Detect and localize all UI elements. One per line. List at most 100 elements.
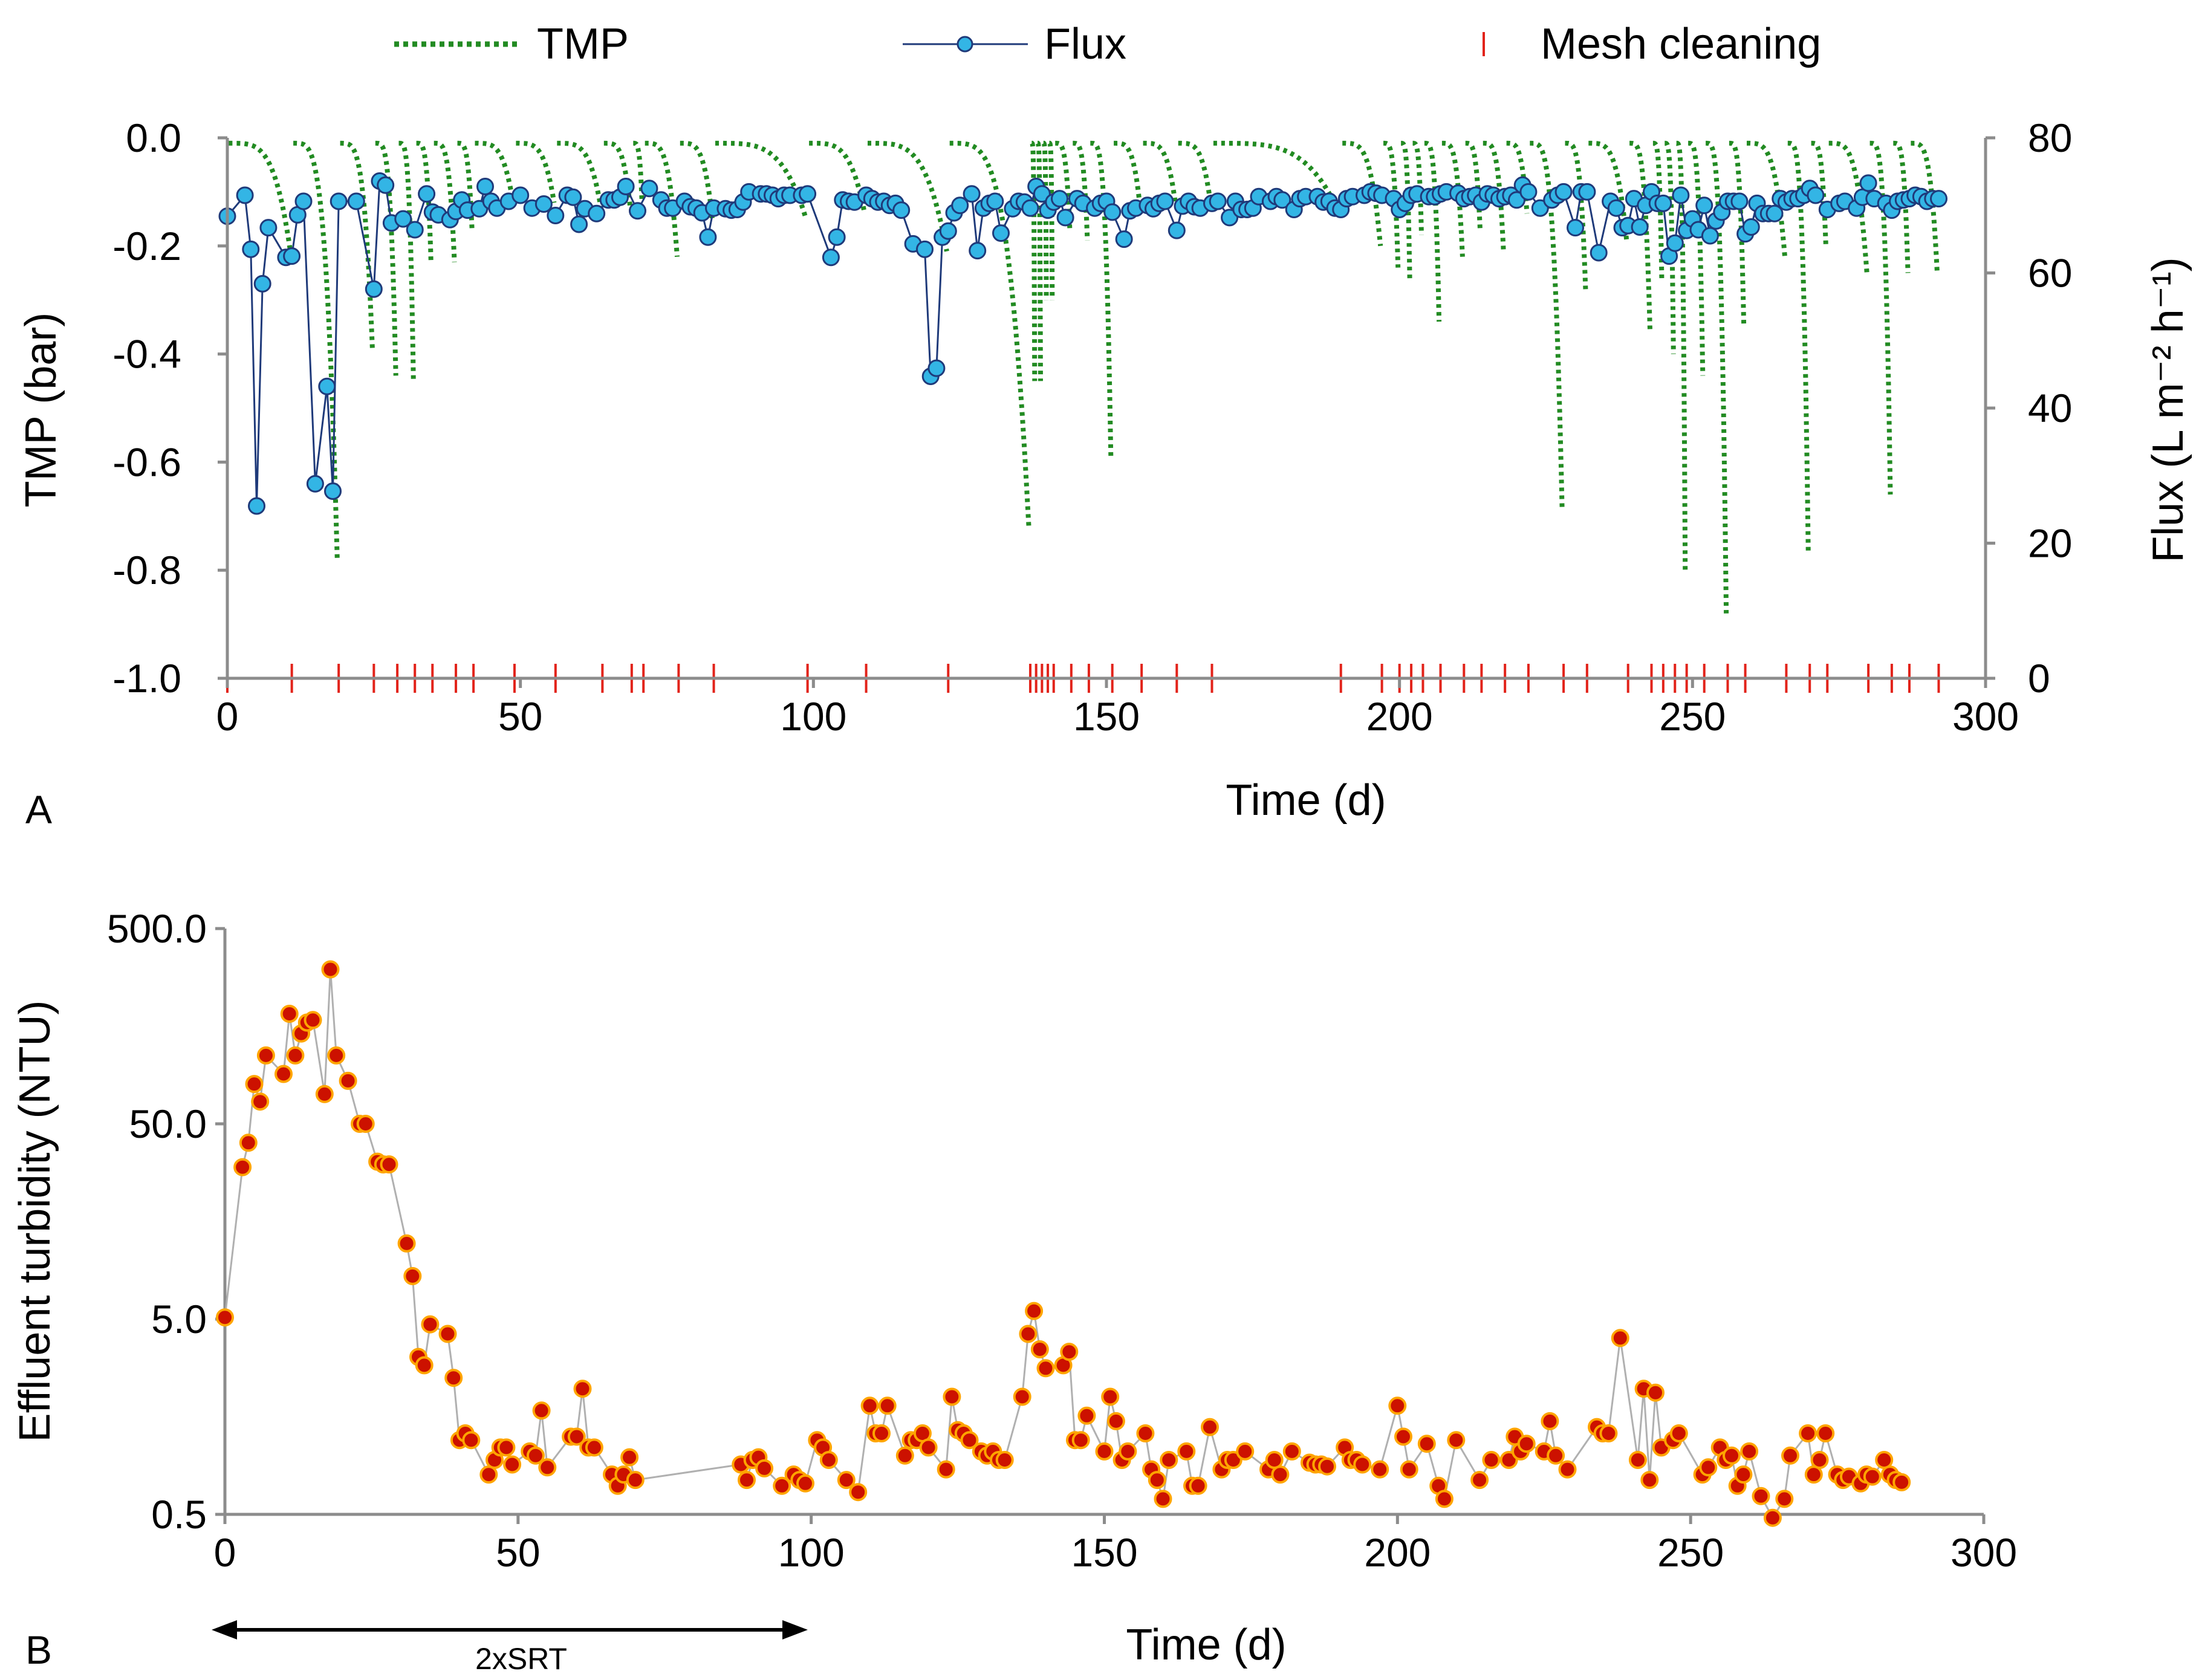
turbidity-point bbox=[995, 1451, 1014, 1469]
tmp-cycle bbox=[1042, 140, 1049, 300]
flux-point bbox=[1508, 191, 1525, 209]
flux-point bbox=[640, 180, 658, 198]
turbidity-point bbox=[245, 1075, 264, 1094]
srt-arrow-left bbox=[212, 1620, 237, 1639]
turbidity-point bbox=[1282, 1442, 1301, 1461]
turbidity-point bbox=[620, 1448, 639, 1467]
turbidity-point bbox=[567, 1427, 586, 1446]
flux-point bbox=[253, 274, 271, 293]
flux-point bbox=[1021, 199, 1039, 217]
tmp-cycle bbox=[1213, 140, 1342, 215]
turbidity-point bbox=[1799, 1424, 1817, 1442]
turbidity-point bbox=[256, 1046, 275, 1065]
flux-point bbox=[294, 192, 313, 210]
turbidity-point bbox=[1025, 1302, 1044, 1320]
tmp-cycle bbox=[1114, 140, 1143, 209]
flux-point bbox=[512, 186, 530, 204]
turbidity-point bbox=[1353, 1455, 1372, 1474]
turbidity-point bbox=[397, 1234, 416, 1253]
turbidity-point bbox=[573, 1380, 592, 1398]
flux-point bbox=[1051, 190, 1068, 208]
flux-point bbox=[969, 242, 987, 260]
flux-point bbox=[1273, 191, 1291, 209]
turbidity-point bbox=[919, 1438, 938, 1457]
tmp-cycle bbox=[1811, 140, 1828, 246]
flux-point bbox=[418, 185, 436, 203]
tmp-cycle bbox=[1706, 140, 1729, 614]
turbidity-point bbox=[1177, 1442, 1196, 1461]
a-y-tick-label: -0.6 bbox=[112, 439, 181, 484]
tmp-cycle bbox=[1893, 140, 1911, 273]
turbidity-point bbox=[1388, 1396, 1407, 1415]
turbidity-point bbox=[1599, 1424, 1618, 1442]
tmp-cycle bbox=[868, 140, 949, 252]
legend: TMP Flux Mesh cleaning bbox=[394, 20, 1821, 68]
tmp-cycle bbox=[1143, 140, 1178, 203]
turbidity-point bbox=[1160, 1451, 1178, 1469]
flux-point bbox=[1730, 192, 1749, 210]
flux-point bbox=[259, 219, 278, 237]
turbidity-point bbox=[497, 1438, 516, 1457]
turbidity-series bbox=[216, 960, 1911, 1527]
a-y2-tick-label: 40 bbox=[2028, 386, 2072, 430]
turbidity-point bbox=[626, 1471, 645, 1490]
turbidity-point bbox=[415, 1356, 434, 1375]
flux-point bbox=[1221, 209, 1239, 227]
turbidity-point bbox=[1628, 1451, 1647, 1469]
turbidity-point bbox=[738, 1471, 756, 1490]
tmp-cycle bbox=[1073, 140, 1090, 241]
turbidity-point bbox=[1119, 1442, 1137, 1461]
turbidity-point bbox=[1723, 1446, 1741, 1465]
tmp-cycle bbox=[1530, 140, 1565, 511]
turbidity-point bbox=[1804, 1465, 1823, 1484]
tmp-cycle bbox=[1729, 140, 1747, 327]
turbidity-point bbox=[444, 1369, 463, 1387]
tmp-cycle bbox=[1178, 140, 1213, 203]
flux-point bbox=[629, 202, 646, 220]
turbidity-point bbox=[421, 1315, 440, 1334]
turbidity-point bbox=[878, 1396, 897, 1415]
flux-point bbox=[1672, 186, 1690, 204]
flux-point bbox=[1531, 199, 1549, 217]
turbidity-point bbox=[1060, 1343, 1079, 1361]
turbidity-point bbox=[1863, 1467, 1882, 1486]
tmp-cycle bbox=[1030, 140, 1038, 381]
turbidity-point bbox=[1013, 1387, 1031, 1406]
turbidity-point bbox=[1148, 1471, 1166, 1490]
srt-label: 2xSRT bbox=[475, 1642, 567, 1676]
tmp-cycle bbox=[229, 140, 293, 252]
a-x-tick-label: 50 bbox=[498, 694, 542, 739]
flux-point bbox=[828, 228, 846, 246]
turbidity-point bbox=[438, 1325, 457, 1343]
tmp-cycle bbox=[340, 140, 375, 349]
tmp-cycle bbox=[293, 140, 340, 560]
a-y-axis-label: TMP (bar) bbox=[17, 313, 65, 508]
turbidity-point bbox=[1875, 1451, 1894, 1469]
b-x-tick-label: 300 bbox=[1951, 1530, 2017, 1575]
flux-point bbox=[892, 201, 911, 219]
turbidity-point bbox=[1189, 1476, 1207, 1495]
turbidity-point bbox=[251, 1092, 270, 1111]
tmp-cycle bbox=[1483, 140, 1506, 251]
flux-point bbox=[1742, 218, 1760, 236]
flux-point bbox=[306, 475, 324, 493]
tmp-cycle bbox=[645, 140, 680, 257]
tmp-series bbox=[229, 140, 1940, 614]
tmp-cycle bbox=[416, 140, 434, 262]
flux-point bbox=[799, 185, 817, 203]
flux-point bbox=[476, 178, 494, 195]
tmp-cycle bbox=[475, 140, 516, 203]
flux-point bbox=[1578, 183, 1596, 201]
tmp-cycle bbox=[1688, 140, 1706, 376]
flux-point bbox=[248, 497, 265, 515]
a-y-tick-label: -0.2 bbox=[112, 224, 181, 268]
b-y-tick-label: 50.0 bbox=[129, 1101, 207, 1146]
flux-point bbox=[330, 192, 348, 210]
turbidity-point bbox=[1740, 1442, 1759, 1461]
flux-point bbox=[1930, 190, 1947, 208]
flux-point bbox=[992, 224, 1010, 242]
flux-point bbox=[534, 195, 553, 213]
panel-a: 0 50 100 150 200 250 3000.0-0.2-0.4-0.6-0.8-1.… bbox=[17, 115, 2192, 832]
turbidity-point bbox=[943, 1387, 961, 1406]
tmp-cycle bbox=[1090, 140, 1114, 457]
